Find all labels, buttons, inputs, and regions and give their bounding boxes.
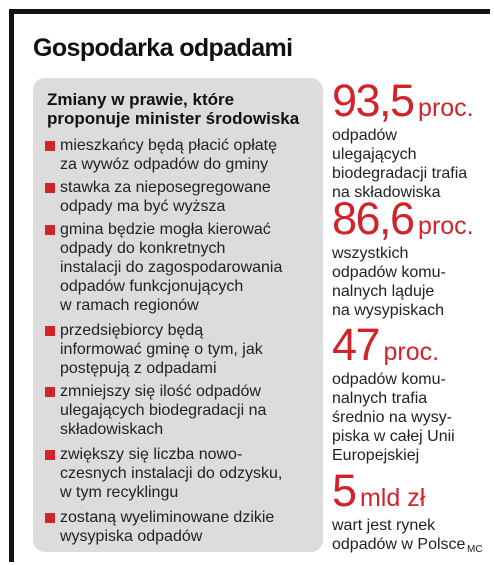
- top-rule: [9, 9, 490, 14]
- changes-box: [33, 78, 323, 552]
- stat-value: 86,6 proc.: [332, 196, 492, 241]
- stat-description-line: odpadów w Polsce: [332, 536, 466, 553]
- stat-block: 93,5 proc. odpadów ulegających biodegrad…: [332, 78, 492, 202]
- list-item-line: zostaną wyeliminowane dzikie: [60, 509, 275, 526]
- stat-description-line: wszystkich: [332, 245, 409, 262]
- list-item-line: za wywóz odpadów do gminy: [60, 156, 269, 173]
- stat-unit: proc.: [418, 212, 474, 240]
- changes-heading: Zmiany w prawie, które proponuje ministe…: [47, 90, 317, 128]
- list-item-line: ulegających biodegradacji na: [60, 402, 267, 419]
- list-item: stawka za nieposegregowane odpady ma być…: [45, 178, 319, 216]
- stat-description-line: nalnych trafia: [332, 390, 428, 407]
- stat-block: 5 mld zł wart jest rynek odpadów w Polsc…: [332, 468, 492, 554]
- list-item-line: składowiskach: [60, 421, 164, 438]
- list-item: mieszkańcy będą płacić opłatę za wywóz o…: [45, 136, 319, 174]
- list-item: zmniejszy się ilość odpadów ulegających …: [45, 382, 319, 439]
- list-item-line: odpady ma być wyższa: [60, 198, 226, 215]
- list-item-line: informować gminę o tym, jak: [60, 341, 263, 358]
- stat-description-line: biodegradacji trafia: [332, 165, 468, 182]
- stat-description: wszystkich odpadów komu- nalnych ląduje …: [332, 244, 492, 320]
- stat-description-line: odpadów komu-: [332, 264, 446, 281]
- list-item-line: w tym recyklingu: [60, 484, 179, 501]
- list-item: przedsiębiorcy będą informować gminę o t…: [45, 321, 319, 378]
- list-item-line: stawka za nieposegregowane: [60, 179, 271, 196]
- stat-unit: mld zł: [359, 484, 426, 512]
- stat-description: odpadów ulegających biodegradacji trafia…: [332, 126, 492, 202]
- stat-description: odpadów komu- nalnych trafia średnio na …: [332, 370, 492, 465]
- list-item-line: postępują z odpadami: [60, 360, 217, 377]
- left-rule: [9, 9, 14, 562]
- list-item-line: mieszkańcy będą płacić opłatę: [60, 137, 278, 154]
- list-item-line: czesnych instalacji do odzysku,: [60, 465, 283, 482]
- bullet-square-icon: [45, 141, 55, 151]
- stat-block: 47 proc. odpadów komu- nalnych trafia śr…: [332, 322, 492, 465]
- stat-description-line: ulegających: [332, 146, 417, 163]
- list-item: zostaną wyeliminowane dzikie wysypiska o…: [45, 508, 319, 546]
- stat-description-line: odpadów: [332, 127, 397, 144]
- list-item: zwiększy się liczba nowo- czesnych insta…: [45, 445, 319, 502]
- stat-description: wart jest rynek odpadów w Polsce: [332, 516, 492, 554]
- bullet-square-icon: [45, 326, 55, 336]
- bullet-square-icon: [45, 225, 55, 235]
- list-item: gmina będzie mogła kierować odpady do ko…: [45, 220, 319, 315]
- stat-description-line: wart jest rynek: [332, 517, 436, 534]
- list-item-line: wysypiska odpadów: [60, 528, 203, 545]
- stat-number: 93,5: [332, 75, 415, 126]
- stat-block: 86,6 proc. wszystkich odpadów komu- naln…: [332, 196, 492, 320]
- stat-description-line: średnio na wysy-: [332, 409, 453, 426]
- list-item-line: zmniejszy się ilość odpadów: [60, 383, 261, 400]
- stat-description-line: na składowiska: [332, 184, 441, 201]
- list-item-line: w ramach regionów: [60, 297, 199, 314]
- stat-value: 5 mld zł: [332, 468, 492, 513]
- page-title: Gospodarka odpadami: [33, 34, 293, 62]
- stat-value: 93,5 proc.: [332, 78, 492, 123]
- stat-number: 5: [332, 465, 357, 516]
- stat-description-line: Europejskiej: [332, 447, 420, 464]
- changes-heading-line: Zmiany w prawie, które: [47, 90, 235, 109]
- stat-description-line: nalnych ląduje: [332, 283, 435, 300]
- list-item-line: odpadów funkcjonujących: [60, 278, 244, 295]
- stat-unit: proc.: [418, 94, 474, 122]
- list-item-line: instalacji do zagospodarowania: [60, 259, 283, 276]
- stat-description-line: piska w całej Unii: [332, 428, 455, 445]
- stat-value: 47 proc.: [332, 322, 492, 367]
- list-item-line: zwiększy się liczba nowo-: [60, 446, 243, 463]
- stat-number: 47: [332, 319, 381, 370]
- bullet-square-icon: [45, 513, 55, 523]
- bullet-square-icon: [45, 387, 55, 397]
- list-item-line: odpady do konkretnych: [60, 240, 226, 257]
- stat-description-line: odpadów komu-: [332, 371, 446, 388]
- credit-initials: MC: [467, 544, 483, 555]
- bullet-square-icon: [45, 183, 55, 193]
- stat-number: 86,6: [332, 193, 415, 244]
- list-item-line: przedsiębiorcy będą: [60, 322, 204, 339]
- stat-description-line: na wysypiskach: [332, 302, 445, 319]
- bullet-square-icon: [45, 450, 55, 460]
- stat-unit: proc.: [383, 338, 440, 366]
- changes-heading-line: proponuje minister środowiska: [47, 109, 300, 128]
- list-item-line: gmina będzie mogła kierować: [60, 221, 271, 238]
